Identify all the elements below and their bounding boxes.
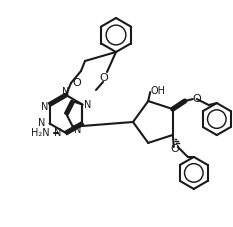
Text: N: N	[74, 125, 82, 135]
Text: O: O	[192, 94, 201, 104]
Text: O: O	[100, 73, 108, 83]
Text: N: N	[84, 99, 91, 109]
Text: N: N	[38, 118, 45, 128]
Text: H₂N: H₂N	[31, 128, 50, 138]
Text: OH: OH	[150, 86, 165, 96]
Text: N: N	[54, 128, 62, 138]
Text: O: O	[170, 144, 179, 154]
Text: O: O	[73, 78, 81, 88]
Text: N: N	[62, 87, 70, 97]
Text: N: N	[41, 101, 48, 111]
